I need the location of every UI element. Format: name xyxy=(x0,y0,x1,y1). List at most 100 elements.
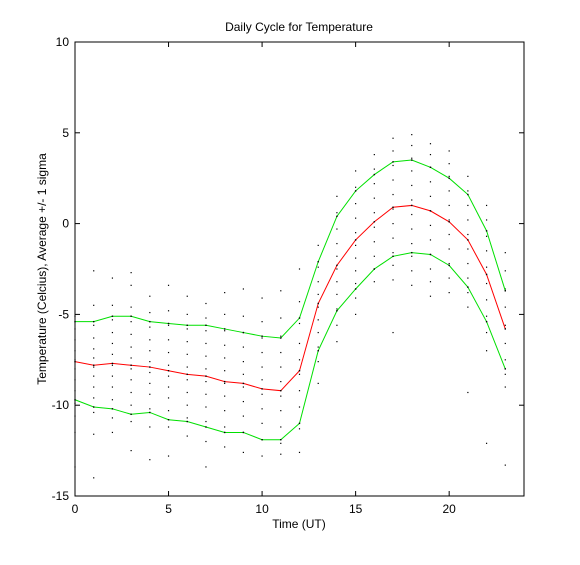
y-tick-label: -10 xyxy=(52,398,70,412)
series-marker xyxy=(223,380,226,383)
series-marker xyxy=(411,159,413,161)
scatter-point xyxy=(167,386,170,388)
scatter-point xyxy=(448,248,450,250)
scatter-point xyxy=(298,301,301,303)
scatter-point xyxy=(429,281,432,283)
scatter-point xyxy=(429,153,432,156)
x-axis-label: Time (UT) xyxy=(272,517,326,531)
scatter-point xyxy=(355,186,357,188)
scatter-point xyxy=(448,219,450,221)
scatter-point xyxy=(298,390,301,392)
scatter-point xyxy=(373,226,375,228)
series-marker xyxy=(186,420,188,423)
scatter-point xyxy=(205,317,207,319)
scatter-point xyxy=(485,204,488,207)
scatter-point xyxy=(280,410,282,412)
scatter-point xyxy=(205,342,207,345)
scatter-point xyxy=(485,266,488,268)
scatter-point xyxy=(429,195,432,197)
series-marker xyxy=(280,337,282,339)
scatter-point xyxy=(111,431,114,434)
scatter-point xyxy=(186,313,188,315)
scatter-point xyxy=(298,359,301,361)
scatter-point xyxy=(242,373,244,375)
scatter-point xyxy=(317,382,319,385)
scatter-point xyxy=(298,428,301,430)
scatter-point xyxy=(467,219,469,221)
scatter-point xyxy=(504,373,506,375)
scatter-point xyxy=(93,270,95,272)
scatter-point xyxy=(242,415,244,417)
scatter-point xyxy=(392,208,394,210)
scatter-point xyxy=(93,348,95,350)
scatter-point xyxy=(130,306,132,308)
y-axis-label: Temperature (Celcius), Average +/- 1 sig… xyxy=(35,153,49,385)
series-marker xyxy=(317,302,319,305)
scatter-point xyxy=(467,277,469,279)
scatter-point xyxy=(149,426,151,428)
scatter-point xyxy=(130,379,132,381)
y-tick-label: -5 xyxy=(58,307,69,321)
scatter-point xyxy=(186,295,188,297)
series-marker xyxy=(167,419,170,421)
scatter-point xyxy=(336,268,338,270)
scatter-point xyxy=(149,459,151,461)
scatter-point xyxy=(261,393,263,395)
scatter-point xyxy=(467,248,469,250)
scatter-point xyxy=(411,199,413,201)
scatter-point xyxy=(373,281,375,283)
scatter-point xyxy=(149,361,151,363)
series-marker xyxy=(93,320,95,323)
scatter-point xyxy=(167,310,170,312)
scatter-point xyxy=(261,455,263,457)
scatter-point xyxy=(224,357,226,359)
chart-title: Daily Cycle for Temperature xyxy=(225,20,373,34)
scatter-point xyxy=(130,333,132,335)
series-marker xyxy=(93,364,95,366)
y-tick-label: 5 xyxy=(62,126,69,140)
scatter-point xyxy=(186,404,188,406)
axes-layer: 0 5 10 15 20 -15 -10 -5 0 5 10 xyxy=(52,35,525,516)
scatter-point xyxy=(392,252,394,254)
series-marker xyxy=(504,290,506,292)
series-marker xyxy=(186,373,188,376)
scatter-point xyxy=(130,420,132,423)
scatter-point xyxy=(467,190,469,192)
x-tick-label: 15 xyxy=(349,502,363,516)
scatter-point xyxy=(429,181,432,183)
scatter-point xyxy=(392,137,394,139)
series-marker xyxy=(93,406,95,408)
series-marker xyxy=(205,324,207,326)
scatter-point xyxy=(504,306,506,308)
scatter-point xyxy=(186,341,188,343)
scatter-point xyxy=(504,464,506,466)
series-marker xyxy=(392,206,394,208)
scatter-point xyxy=(429,239,432,241)
scatter-point xyxy=(355,313,357,315)
series-marker xyxy=(373,173,376,176)
series-marker xyxy=(336,215,338,218)
scatter-point xyxy=(149,382,151,385)
scatter-point xyxy=(317,331,319,334)
scatter-point xyxy=(93,411,95,414)
scatter-point xyxy=(224,292,226,294)
scatter-point xyxy=(130,450,132,452)
scatter-point xyxy=(280,317,282,319)
series-marker xyxy=(130,315,132,317)
scatter-point xyxy=(280,395,282,397)
series-marker xyxy=(261,439,263,441)
scatter-point xyxy=(411,170,413,172)
y-tick-label: -15 xyxy=(52,489,70,503)
scatter-point xyxy=(485,250,488,252)
series-line-average-minus-sigma xyxy=(74,252,506,441)
scatter-point xyxy=(242,346,244,348)
scatter-point xyxy=(205,302,207,305)
scatter-point xyxy=(467,204,469,207)
scatter-point xyxy=(355,257,357,259)
plot-frame xyxy=(74,41,525,497)
scatter-point xyxy=(93,357,95,359)
series-marker xyxy=(317,261,319,263)
scatter-point xyxy=(280,290,282,292)
scatter-point xyxy=(149,350,151,352)
scatter-point xyxy=(93,477,95,479)
